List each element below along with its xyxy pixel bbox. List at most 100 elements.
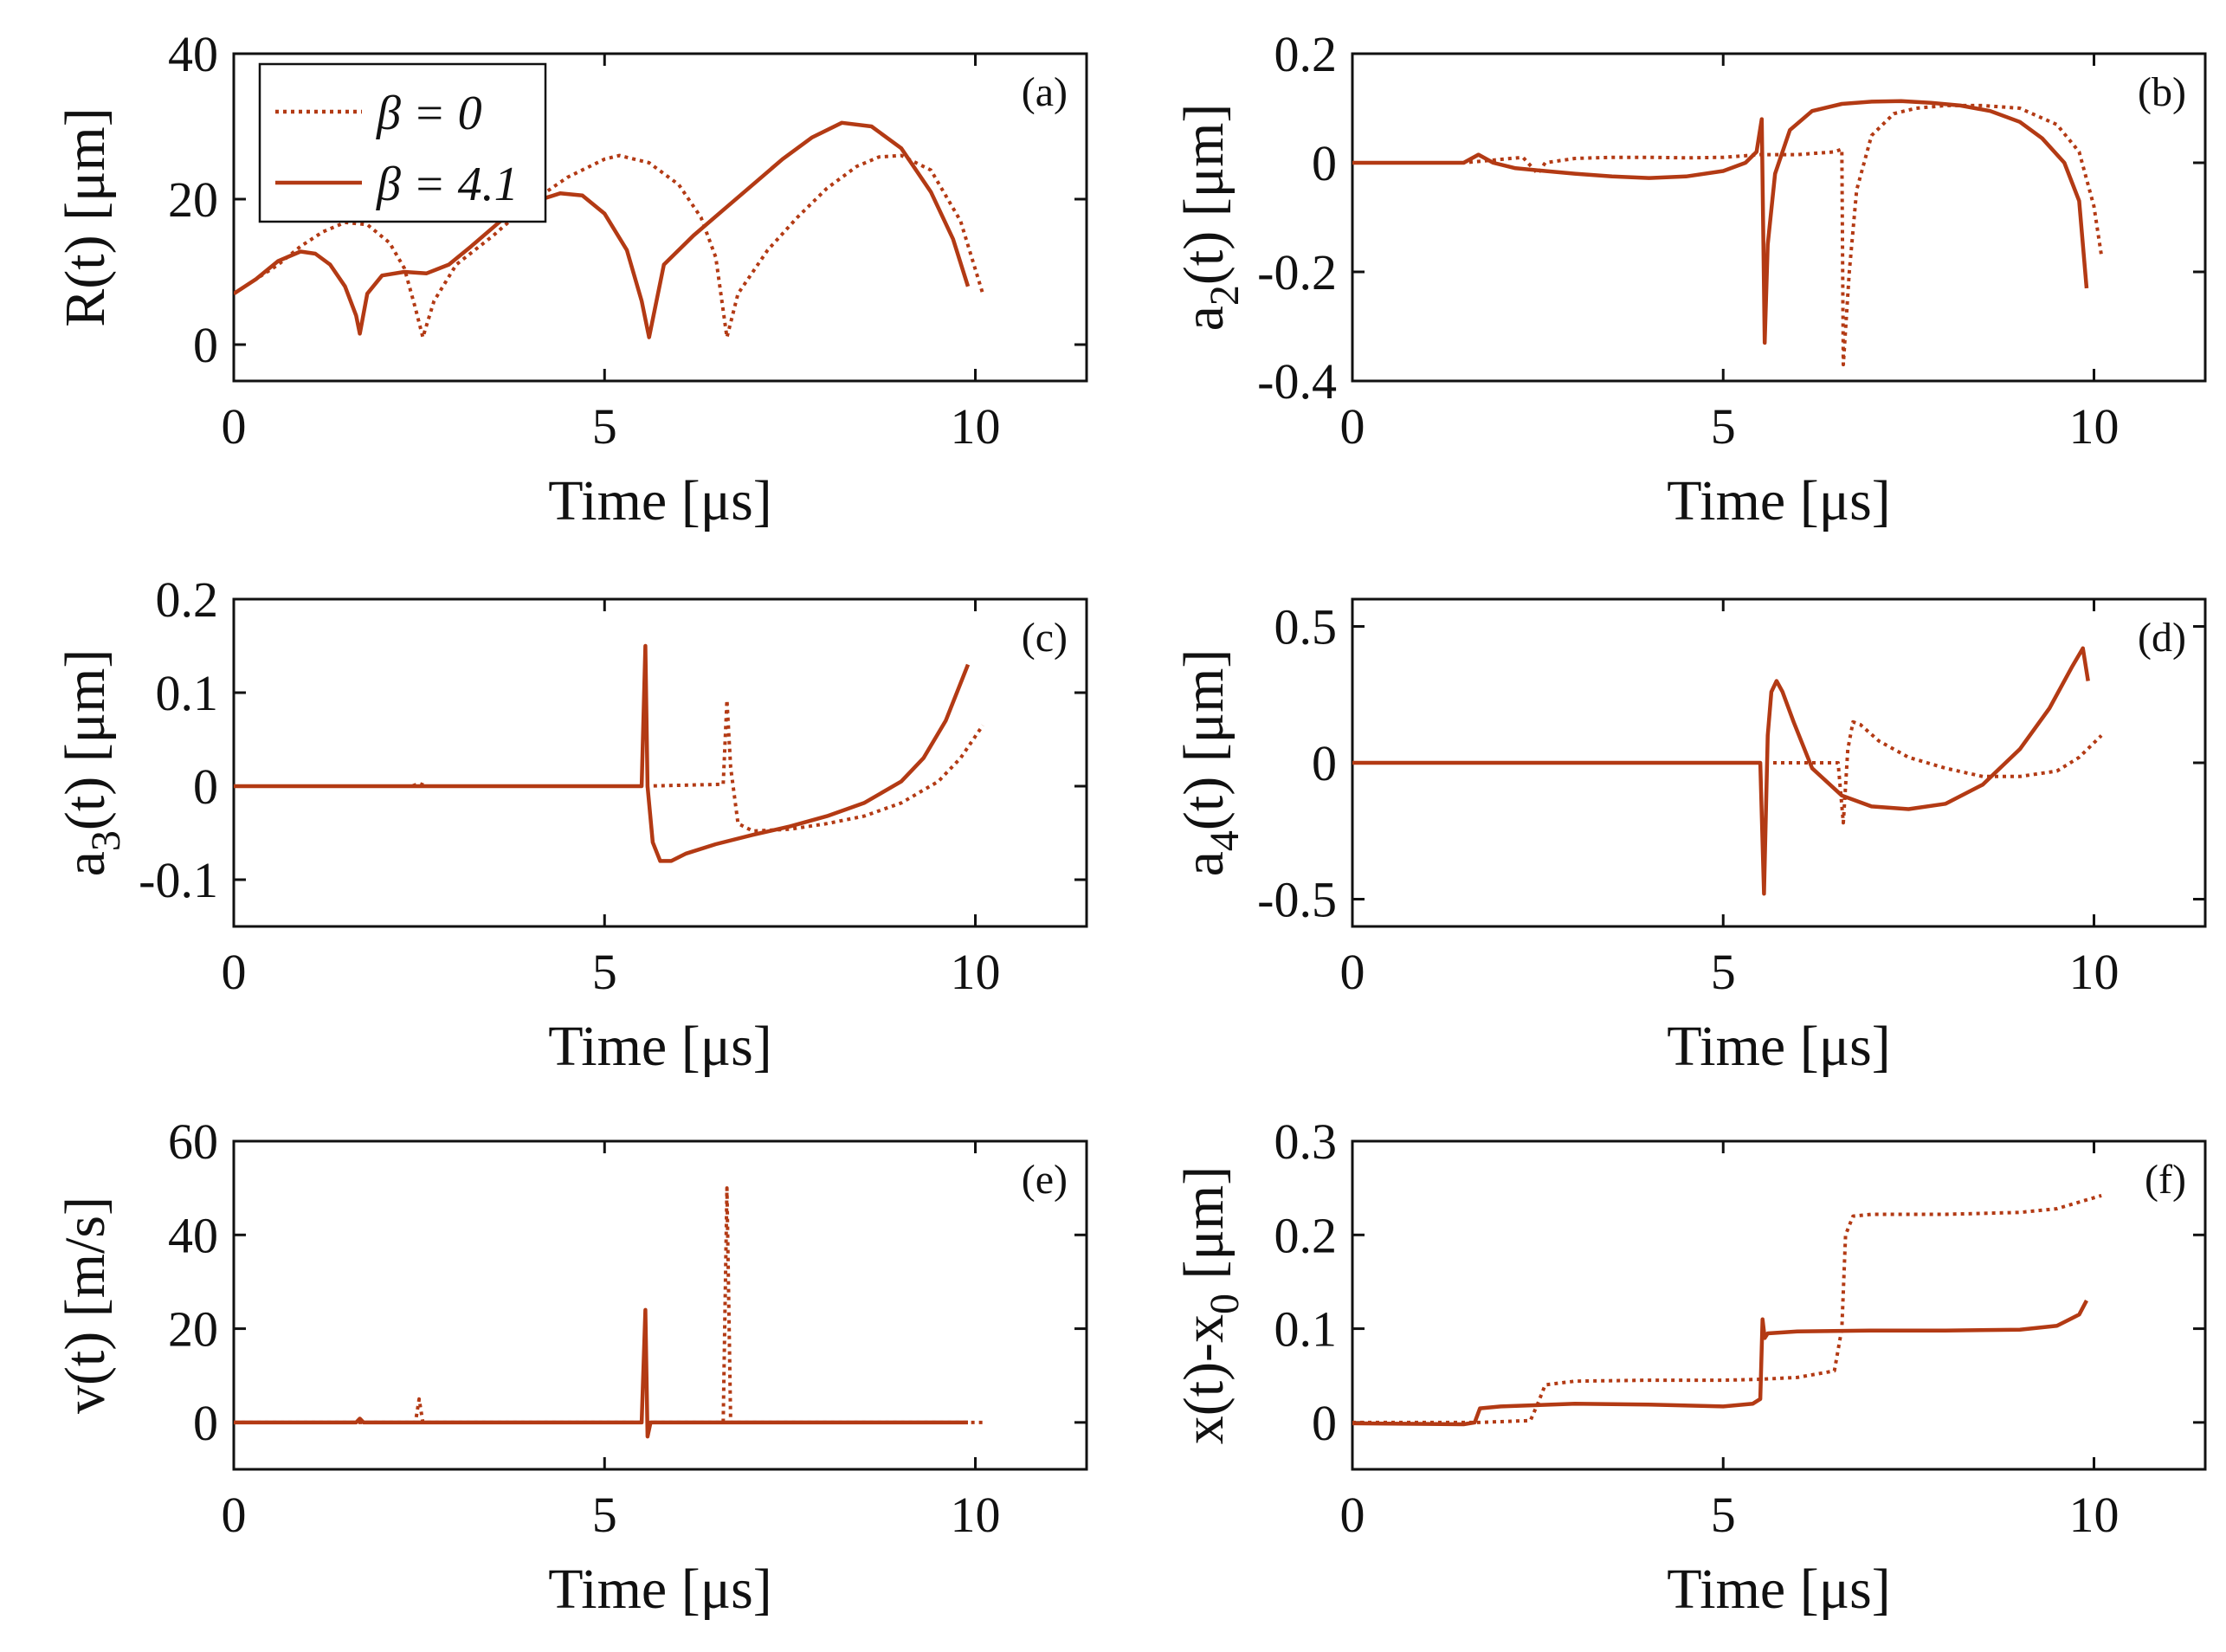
legend-label: β = 4.1 (376, 158, 519, 211)
axes-box (232, 597, 1088, 928)
x-tick-label: 10 (2069, 1487, 2120, 1543)
y-axis-label-main: a (1172, 851, 1236, 876)
y-tick-label: 20 (168, 1301, 218, 1358)
y-axis-label: v(t) [m/s] (54, 1197, 117, 1414)
panel-b: 0 5 10 -0.4 -0.2 0 0.2 Time [μs] a2(t) [μm] (b) (1172, 26, 2207, 532)
x-tick-label: 5 (592, 1487, 617, 1543)
x-axis-label: Time [μs] (1667, 469, 1891, 532)
x-tick-label: 0 (1340, 1487, 1365, 1543)
x-tick-label: 10 (2069, 944, 2120, 1000)
series-line-solid (234, 1307, 968, 1439)
x-axis-label: Time [μs] (548, 1015, 772, 1078)
y-tick-label: 0.2 (156, 571, 219, 628)
legend: β = 0 β = 4.1 (258, 62, 547, 223)
y-tick-label: 0.2 (1274, 1207, 1338, 1263)
y-tick-label: 40 (168, 1207, 218, 1263)
series-line-dotted (234, 1186, 984, 1424)
y-axis-label-unit: (t) [μm] (1172, 649, 1236, 830)
y-axis-label: R(t) [μm] (54, 107, 117, 327)
panel-label: (d) (2138, 615, 2186, 661)
series-line-dotted (234, 698, 984, 833)
x-tick-label: 5 (592, 944, 617, 1000)
y-tick-label: 40 (168, 26, 218, 82)
y-tick-label: 60 (168, 1113, 218, 1170)
panel-a: 0 5 10 0 20 40 Time [μs] R(t) [μm] (a) β = 0 β = 4… (54, 26, 1088, 532)
series-line-solid (1352, 646, 2090, 896)
y-tick-label: 0 (1312, 735, 1337, 791)
x-axis-label: Time [μs] (548, 1558, 772, 1621)
series-line-dotted (234, 153, 985, 339)
y-tick-label: 0.1 (156, 665, 219, 721)
y-axis-label: x(t)-x0 [μm] (1172, 1166, 1248, 1444)
x-tick-label: 5 (1711, 944, 1736, 1000)
series-line-solid (1352, 99, 2089, 345)
x-tick-label: 0 (222, 398, 247, 455)
panel-label: (e) (1022, 1157, 1068, 1203)
axes-box (1351, 1139, 2207, 1471)
x-axis-label: Time [μs] (1667, 1015, 1891, 1078)
x-tick-label: 10 (951, 1487, 1001, 1543)
axes-box (232, 52, 1088, 383)
y-axis-label-unit: (t) [μm] (54, 649, 117, 830)
y-tick-label: 0.3 (1274, 1113, 1338, 1170)
x-tick-label: 10 (951, 944, 1001, 1000)
y-axis-label-unit: μm] (54, 107, 117, 202)
axes-box (1351, 52, 2207, 383)
y-tick-label: -0.1 (139, 852, 218, 908)
y-axis-label-unit: [μm] (1172, 1166, 1236, 1294)
y-axis-label-main: x(t)-x (1172, 1314, 1236, 1444)
panel-label: (c) (1022, 615, 1068, 661)
series-line-solid (1352, 1300, 2088, 1427)
series-line-dotted (1352, 720, 2103, 825)
y-axis-label-main: a (1172, 306, 1236, 331)
y-tick-label: 0.1 (1274, 1301, 1338, 1358)
x-tick-label: 0 (1340, 398, 1365, 455)
x-tick-label: 0 (222, 944, 247, 1000)
panel-label: (b) (2138, 69, 2186, 115)
series-line-solid (234, 643, 971, 863)
x-tick-label: 0 (1340, 944, 1365, 1000)
y-tick-label: -0.5 (1257, 872, 1337, 928)
y-axis-label-main: R(t) [ (54, 202, 117, 327)
y-tick-label: 20 (168, 171, 218, 228)
y-tick-label: 0 (1312, 1395, 1337, 1451)
y-tick-label: 0 (193, 1395, 218, 1451)
y-tick-label: 0.5 (1274, 599, 1338, 655)
y-tick-label: 0 (1312, 135, 1337, 191)
x-tick-label: 5 (1711, 398, 1736, 455)
x-tick-label: 10 (2069, 398, 2120, 455)
y-axis-label: a3(t) [μm] (54, 649, 129, 877)
y-tick-label: 0.2 (1274, 26, 1338, 82)
y-axis-label: a2(t) [μm] (1172, 104, 1248, 332)
x-tick-label: 5 (1711, 1487, 1736, 1543)
x-tick-label: 5 (592, 398, 617, 455)
y-axis-label-main: v(t) [m/s] (54, 1197, 117, 1414)
y-axis-label-subscript: 2 (1202, 285, 1248, 306)
legend-box (258, 62, 547, 223)
y-axis-label-subscript: 4 (1202, 830, 1248, 851)
panel-e: 0 5 10 0 20 40 60 Time [μs] v(t) [m/s] (e) (54, 1113, 1088, 1621)
axes-box (232, 1139, 1088, 1471)
x-axis-label: Time [μs] (548, 469, 772, 532)
y-tick-label: 0 (193, 758, 218, 815)
y-axis-label: a4(t) [μm] (1172, 649, 1248, 877)
y-tick-label: -0.4 (1257, 353, 1337, 410)
y-tick-label: 0 (193, 317, 218, 373)
x-tick-label: 0 (222, 1487, 247, 1543)
x-tick-label: 10 (951, 398, 1001, 455)
y-tick-label: -0.2 (1257, 244, 1337, 300)
y-axis-label-subscript: 0 (1202, 1294, 1248, 1314)
x-axis-label: Time [μs] (1667, 1558, 1891, 1621)
y-axis-label-main: a (54, 851, 117, 876)
series-line-dotted (1352, 103, 2104, 367)
y-axis-label-subscript: 3 (83, 830, 129, 851)
series-line-solid (234, 120, 971, 339)
panel-label: (a) (1022, 69, 1068, 115)
legend-label: β = 0 (376, 87, 482, 140)
series-line-dotted (1352, 1193, 2102, 1424)
y-axis-label-unit: (t) [μm] (1172, 104, 1236, 285)
